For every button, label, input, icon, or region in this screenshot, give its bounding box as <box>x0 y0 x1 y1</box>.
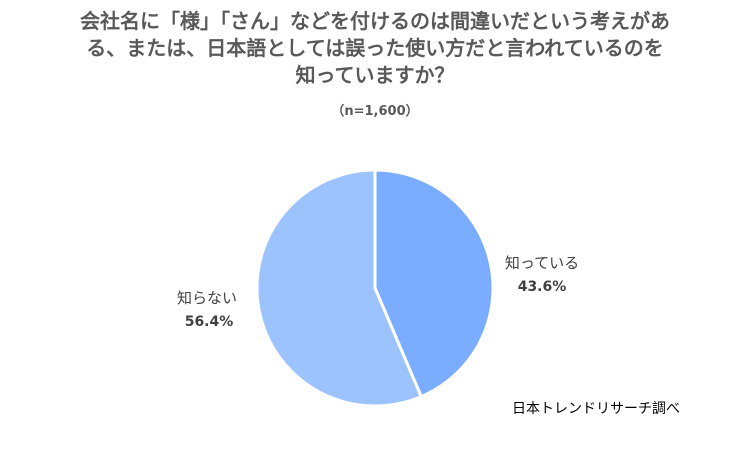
slice-label-1: 知っている <box>505 254 579 272</box>
slice-value-2: 56.4% <box>185 314 234 330</box>
slice-label-2: 知らない <box>177 289 237 307</box>
chart-title-line-1: 会社名に「様」「さん」などを付けるのは間違いだという考えがあ <box>80 9 670 33</box>
pie-slice-1 <box>373 168 495 399</box>
pie-slice-2 <box>255 168 424 408</box>
slice-value-1: 43.6% <box>518 279 567 295</box>
chart-subtitle: （n=1,600） <box>331 104 419 119</box>
chart-title-line-2: る、または、日本語としては誤った使い方だと言われているのを <box>86 36 664 60</box>
source-credit: 日本トレンドリサーチ調べ <box>512 401 680 417</box>
chart-title-line-3: 知っていますか？ <box>295 63 455 87</box>
chart-title: 会社名に「様」「さん」などを付けるのは間違いだという考えがあ る、または、日本語… <box>0 8 750 89</box>
